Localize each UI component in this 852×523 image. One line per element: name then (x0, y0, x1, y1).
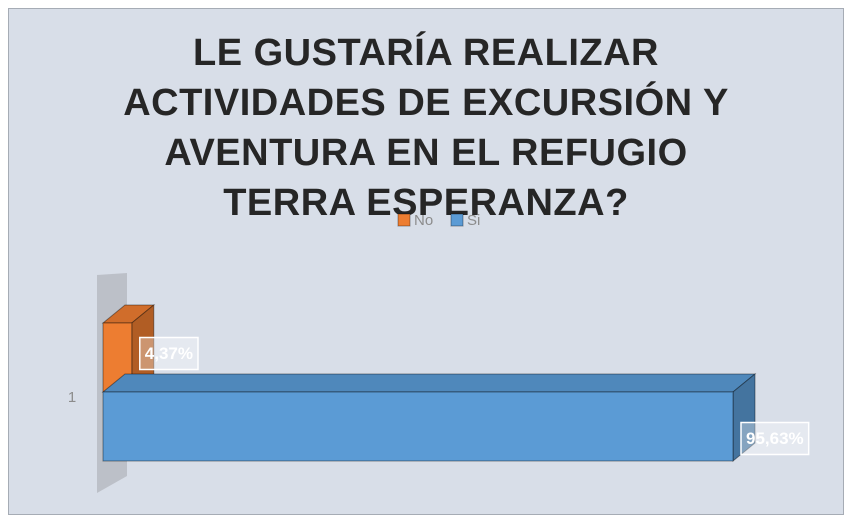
legend-label: No (414, 212, 433, 229)
value-label-box (139, 336, 199, 371)
value-label: 4,37% (145, 344, 193, 363)
value-label-box (740, 421, 810, 456)
bar-end-shade (733, 374, 755, 461)
y-tick-label: 1 (68, 389, 76, 406)
bar-3d (101, 372, 757, 463)
value-label: 95,63% (746, 429, 804, 448)
chart-title: LE GUSTARÍA REALIZAR ACTIVIDADES DE EXCU… (123, 32, 729, 224)
bar-top-shade (103, 305, 154, 323)
bar (102, 391, 734, 462)
legend-swatch (450, 213, 464, 227)
bar-3d (101, 303, 156, 394)
bar-top-shade (103, 374, 755, 392)
legend-label: Si (467, 212, 480, 229)
legend-swatch (397, 213, 411, 227)
